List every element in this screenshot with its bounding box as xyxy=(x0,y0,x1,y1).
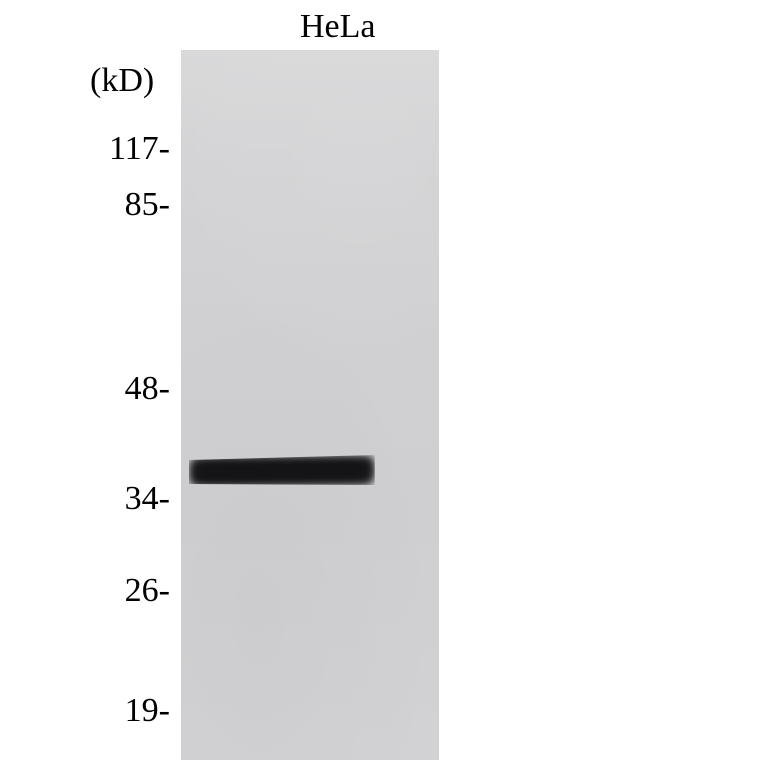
protein-band xyxy=(189,455,375,487)
figure-container: HeLa (kD) 117- 85- 48- 34- 26- 19- xyxy=(0,0,764,764)
mw-marker-34: 34- xyxy=(125,480,170,518)
mw-marker-85: 85- xyxy=(125,186,170,224)
blot-lane xyxy=(181,50,439,760)
mw-marker-117: 117- xyxy=(109,130,170,168)
unit-label-kd: (kD) xyxy=(90,62,154,100)
mw-marker-19: 19- xyxy=(125,692,170,730)
mw-marker-48: 48- xyxy=(125,370,170,408)
lane-label-hela: HeLa xyxy=(300,8,376,46)
mw-marker-26: 26- xyxy=(125,572,170,610)
